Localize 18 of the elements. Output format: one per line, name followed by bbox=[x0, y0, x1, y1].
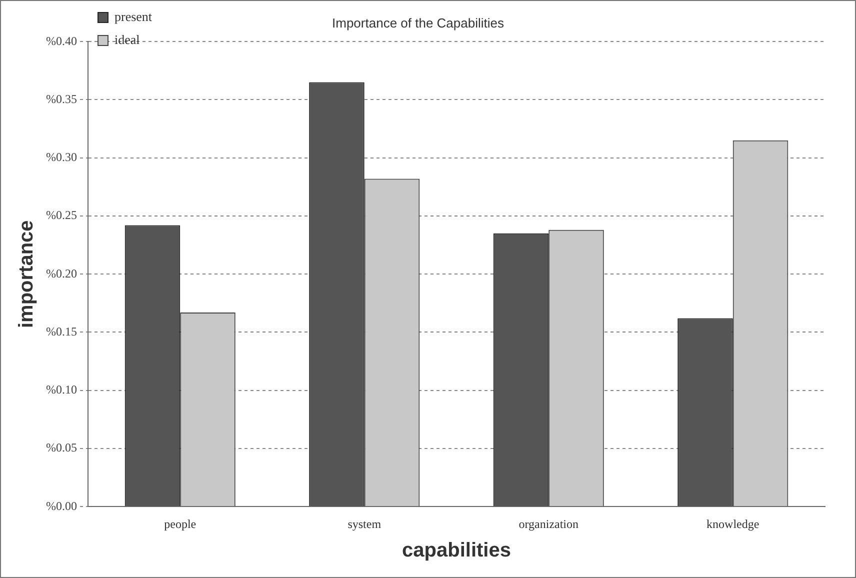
y-tick-label: %0.05 bbox=[46, 440, 77, 455]
x-axis-title: capabilities bbox=[402, 540, 511, 562]
y-tick-label: %0.25 bbox=[46, 208, 77, 222]
x-tick-label: system bbox=[348, 516, 382, 531]
y-tick-label: %0.35 bbox=[46, 92, 77, 106]
y-tick-label: %0.15 bbox=[46, 324, 77, 338]
x-tick-label: knowledge bbox=[706, 516, 760, 531]
x-tick-label: organization bbox=[518, 516, 579, 531]
x-tick-label: people bbox=[164, 516, 196, 531]
y-axis-title: importance bbox=[16, 220, 38, 328]
y-tick-label: %0.20 bbox=[46, 266, 77, 280]
y-tick-label: %0.00 bbox=[46, 498, 77, 513]
chart-title: Importance of the Capabilities bbox=[332, 15, 504, 30]
legend-label: ideal bbox=[114, 32, 140, 47]
legend-label: present bbox=[114, 8, 152, 24]
y-tick-label: %0.10 bbox=[46, 382, 77, 397]
y-tick-label: %0.30 bbox=[46, 150, 77, 164]
y-tick-label: %0.40 bbox=[46, 34, 77, 48]
